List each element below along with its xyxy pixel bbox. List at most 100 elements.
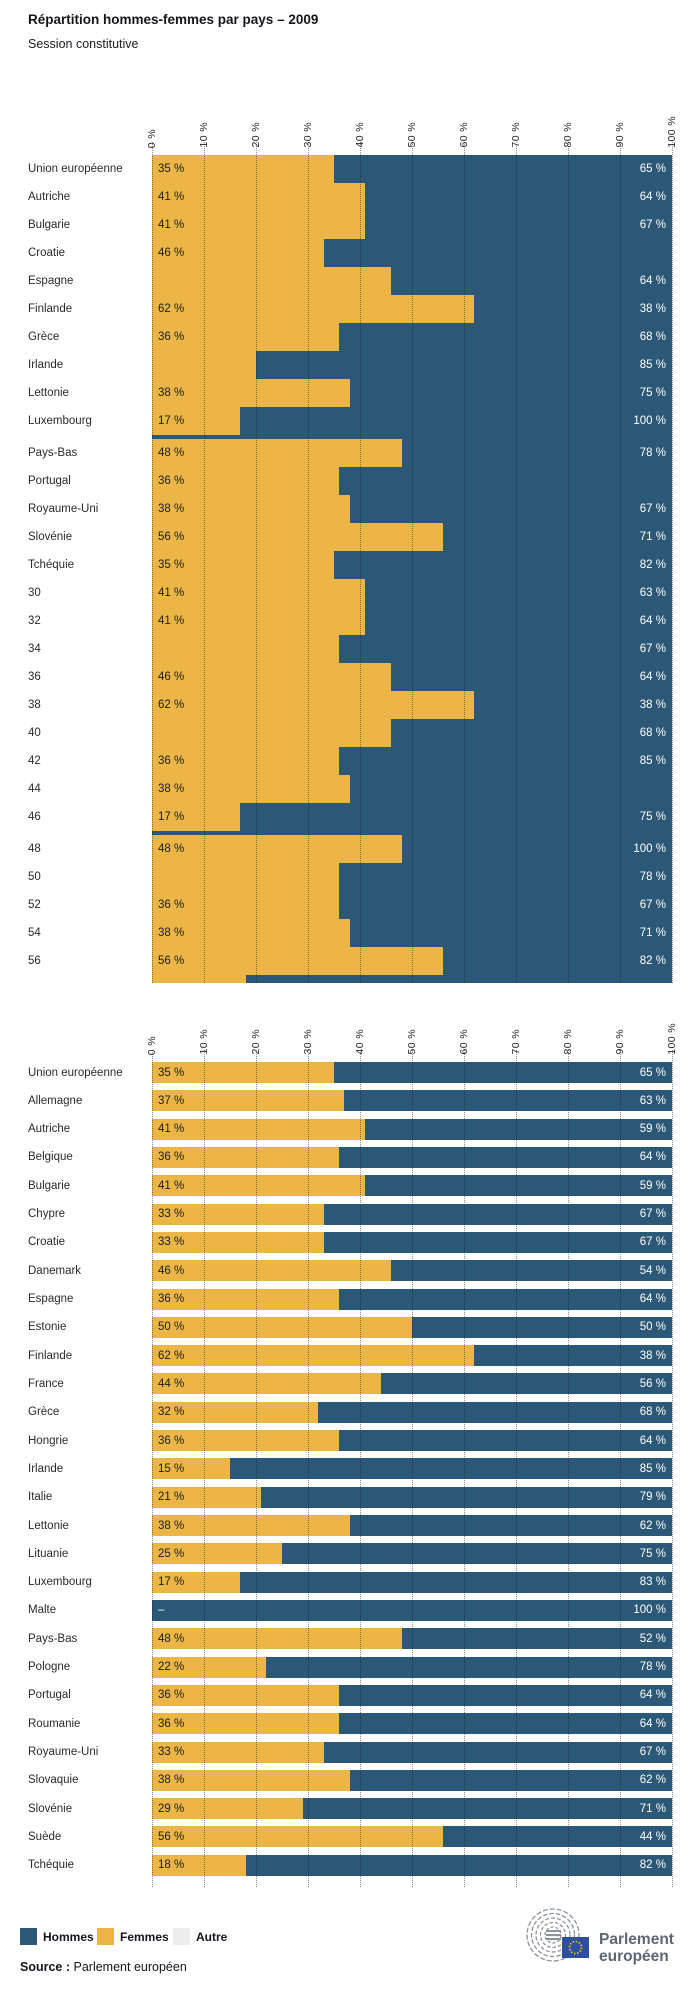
women-bar-segment (152, 1769, 350, 1791)
value-label-femmes: 62 % (158, 303, 185, 315)
value-label-femmes: 36 % (158, 755, 185, 767)
country-bar: Pologne 22 % 78 % (28, 1656, 672, 1678)
value-label-femmes: 36 % (158, 475, 185, 487)
country-bar: Union européenne 35 % 65 % (28, 1062, 672, 1083)
chart2-row: Croatie 33 % 67 % (28, 1231, 672, 1260)
logo-text-line1: Parlement (599, 1931, 674, 1948)
value-label-femmes: 17 % (158, 415, 185, 427)
value-label-hommes: 82 % (639, 1859, 666, 1872)
value-label-hommes: 68 % (639, 331, 666, 343)
row-label: Union européenne (28, 163, 123, 175)
row-label: Espagne (28, 1293, 74, 1305)
chart1-row: 54 38 % 71 % (28, 919, 672, 947)
row-label: Allemagne (28, 1094, 83, 1107)
axis-tick-label: 80 % (562, 122, 574, 148)
women-bar-segment (152, 351, 256, 379)
chart2-row: Grèce 32 % 68 % (28, 1401, 672, 1430)
women-bar-segment (152, 775, 350, 803)
chart2-row: Autriche 41 % 59 % (28, 1118, 672, 1147)
chart2-row: Estonie 50 % 50 % (28, 1316, 672, 1345)
value-label-hommes: 64 % (639, 615, 666, 627)
chart1-row: Luxembourg 17 % 100 % (28, 407, 672, 435)
women-bar-segment (152, 1288, 340, 1310)
women-bar-segment (152, 467, 340, 495)
row-label: 42 (28, 755, 41, 767)
row-label: Royaume-Uni (28, 1746, 99, 1758)
row-label: Finlande (28, 303, 73, 315)
chart1-row: 44 38 % (28, 775, 672, 803)
value-label-hommes: 62 % (639, 1774, 666, 1787)
value-label-hommes: 82 % (639, 955, 666, 967)
chart2-row: Lituanie 25 % 75 % (28, 1543, 672, 1571)
chart1-row: Union européenne 35 % 65 % (28, 155, 672, 183)
value-label-hommes: 68 % (639, 1406, 666, 1419)
row-label: 40 (28, 727, 41, 739)
value-label-hommes: 100 % (633, 843, 666, 855)
legend-swatch-autre (173, 1928, 190, 1945)
chart2-row: Pays-Bas 48 % 52 % (28, 1628, 672, 1656)
chart2-row: Suède 56 % 44 % (28, 1826, 672, 1854)
chart2-row: Slovaquie 38 % 62 % (28, 1769, 672, 1798)
chart1-row: Lettonie 38 % 75 % (28, 379, 672, 407)
chart2-row: Hongrie 36 % 64 % (28, 1430, 672, 1458)
value-label-hommes: 54 % (639, 1264, 666, 1277)
chart2-row: Allemagne 37 % 63 % (28, 1090, 672, 1118)
country-bar: Pays-Bas 48 % 52 % (28, 1628, 672, 1650)
country-bar: Tchéquie 18 % 82 % (28, 1854, 672, 1876)
value-label-femmes: 41 % (158, 191, 185, 203)
row-label: Pays-Bas (28, 447, 78, 459)
value-label-femmes: 62 % (158, 699, 185, 711)
row-label: Pologne (28, 1661, 71, 1674)
women-bar-segment (152, 747, 340, 775)
value-label-hommes: 44 % (639, 1830, 666, 1843)
value-label-hommes: 67 % (639, 219, 666, 231)
page-subtitle: Session constitutive (28, 37, 139, 51)
women-bar-segment (152, 1515, 350, 1536)
axis-tick-label: 90 % (614, 122, 626, 148)
gridline (672, 142, 673, 983)
value-label-hommes: 64 % (639, 1434, 666, 1447)
value-label-femmes: 33 % (158, 1236, 185, 1249)
value-label-hommes: 85 % (639, 359, 666, 371)
country-bar: Belgique 36 % 64 % (28, 1146, 672, 1168)
value-label-femmes: 41 % (158, 219, 185, 231)
value-label-hommes: 71 % (639, 1802, 666, 1815)
women-bar-segment (152, 407, 241, 435)
value-label-femmes: 44 % (158, 1377, 185, 1390)
value-label-hommes: 67 % (639, 503, 666, 515)
value-label-femmes: 56 % (158, 531, 185, 543)
gridline (672, 1050, 673, 1887)
row-label: Roumanie (28, 1717, 81, 1730)
value-label-hommes: 82 % (639, 559, 666, 571)
value-label-femmes: 33 % (158, 1208, 185, 1221)
value-label-femmes: 32 % (158, 1406, 185, 1419)
value-label-hommes: 56 % (639, 1377, 666, 1390)
chart1-row: 36 46 % 64 % (28, 663, 672, 691)
women-bar-segment (152, 1826, 444, 1848)
chart1-sliver-row (152, 975, 672, 983)
country-bar: Portugal 36 % 64 % (28, 1684, 672, 1706)
women-bar-segment (152, 947, 444, 975)
country-bar: Finlande 62 % 38 % (28, 1345, 672, 1367)
legend-swatch-hommes (20, 1928, 37, 1945)
value-label-hommes: 52 % (639, 1632, 666, 1645)
value-label-femmes: 36 % (158, 1717, 185, 1730)
row-label: Espagne (28, 275, 74, 287)
axis-tick-label: 30 % (302, 1029, 314, 1055)
value-label-femmes: 41 % (158, 587, 185, 599)
country-bar: Autriche 41 % 59 % (28, 1118, 672, 1140)
chart1-row: 42 36 % 85 % (28, 747, 672, 775)
women-bar-segment (152, 803, 241, 831)
women-bar-segment (152, 863, 340, 891)
legend-swatch-femmes (97, 1928, 114, 1945)
value-label-hommes: 63 % (639, 1094, 666, 1107)
eu-stars (568, 1940, 583, 1955)
country-bar: Roumanie 36 % 64 % (28, 1713, 672, 1735)
value-label-femmes: 36 % (158, 1293, 185, 1305)
country-bar: Hongrie 36 % 64 % (28, 1430, 672, 1452)
chart1-row: Bulgarie 41 % 67 % (28, 211, 672, 239)
value-label-femmes: 62 % (158, 1349, 185, 1362)
value-label-hommes: 85 % (639, 755, 666, 767)
hemicycle-lines (546, 1930, 561, 1941)
value-label-hommes: 78 % (639, 447, 666, 459)
